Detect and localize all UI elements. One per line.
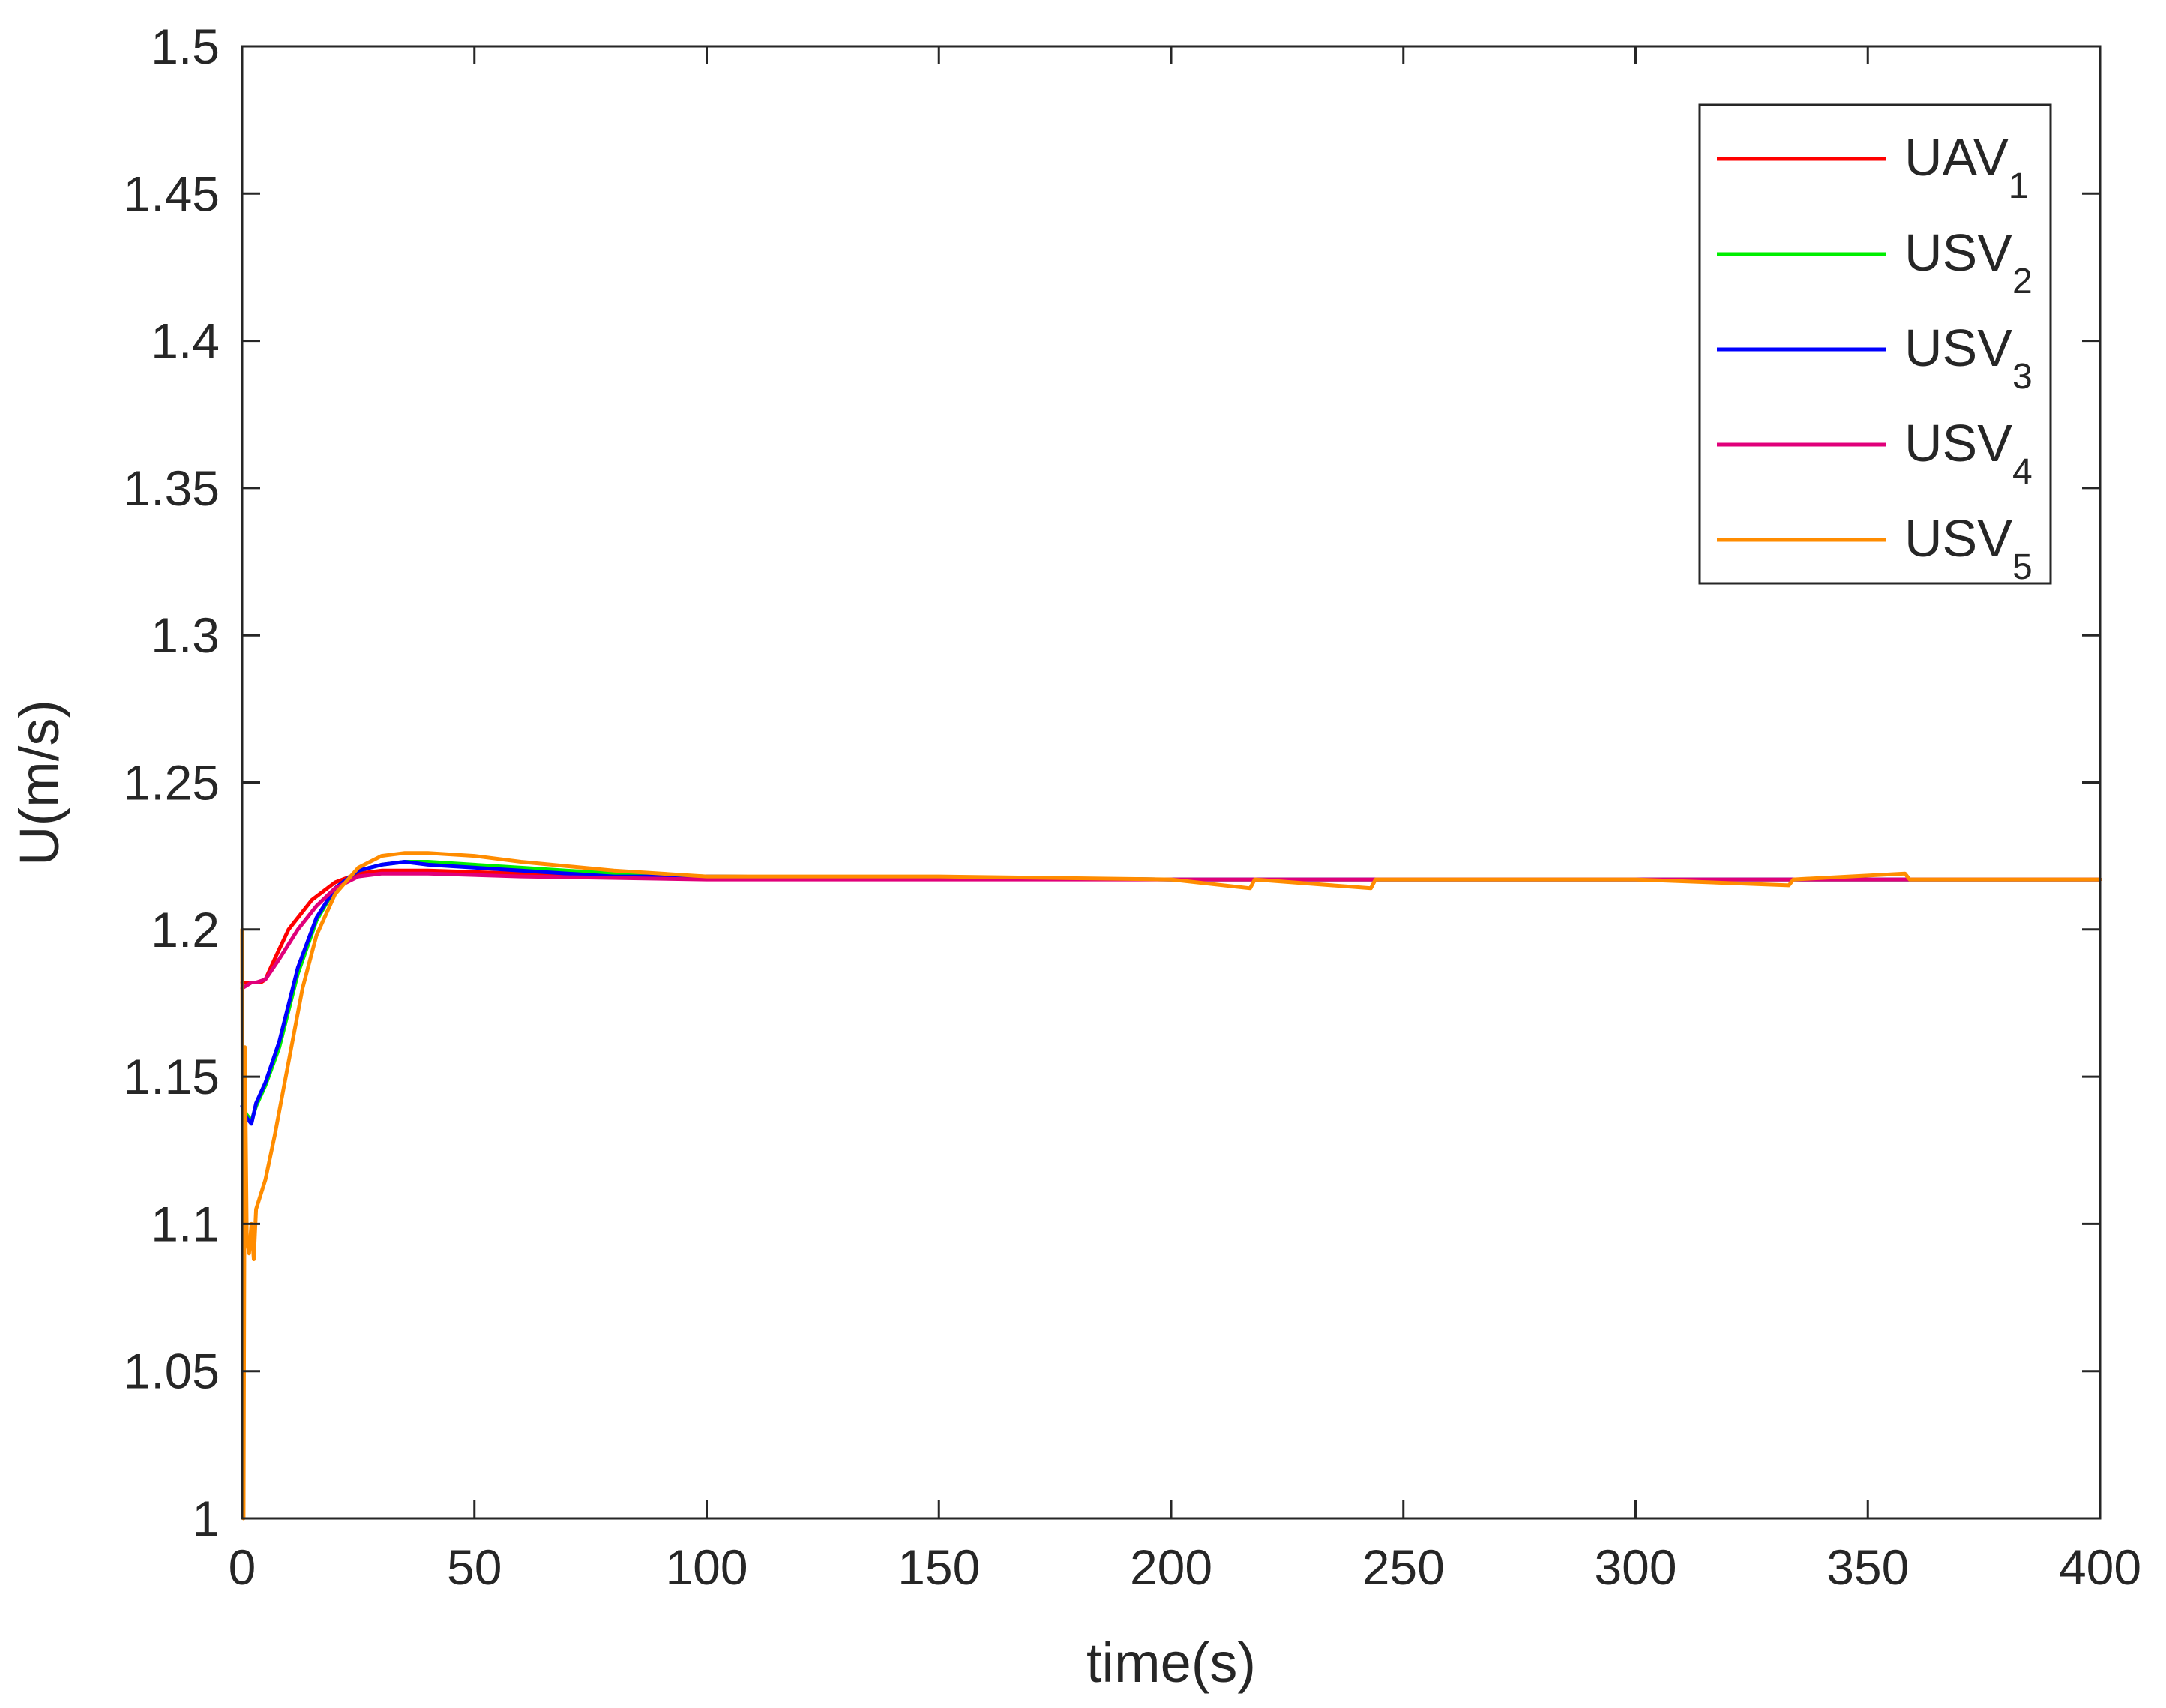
series-layer [240,851,2102,1521]
plot-frame [241,45,2102,1520]
legend-subscript-4: 4 [2012,452,2033,492]
x-axis-label: time(s) [1086,1632,1256,1694]
y-tick-label: 1.45 [124,166,220,221]
x-tick-label: 400 [2059,1539,2141,1595]
legend-box [1698,103,2052,585]
legend-subscript-5: 5 [2012,547,2033,587]
x-tick-label: 350 [1826,1539,1909,1595]
y-tick-label: 1.15 [124,1049,220,1104]
series-line-5 [240,851,2102,1521]
legend-subscript-1: 1 [2009,166,2029,206]
y-axis-label: U(m/s) [8,700,70,866]
x-tick-label: 150 [897,1539,980,1595]
series-line-4 [240,871,2102,990]
y-tick-label: 1.05 [124,1344,220,1399]
legend-subscript-3: 3 [2012,357,2033,397]
y-tick-label: 1.35 [124,460,220,516]
y-tick-label: 1.2 [151,902,220,957]
tick-layer: 0 50 100 150 200 250 300 350 400 1 1.05 1.1 1.15 1.2 1… [124,19,2142,1595]
y-tick-label: 1.25 [124,755,220,811]
x-tick-label: 0 [229,1539,256,1595]
x-tick-label: 250 [1362,1539,1445,1595]
y-tick-label: 1.3 [151,607,220,663]
y-tick-label: 1.5 [151,19,220,74]
legend-subscript-2: 2 [2012,262,2033,301]
x-tick-label: 50 [447,1539,502,1595]
x-tick-label: 300 [1594,1539,1676,1595]
x-tick-label: 200 [1130,1539,1212,1595]
y-tick-label: 1.4 [151,313,220,369]
y-tick-label: 1.1 [151,1196,220,1251]
x-tick-label: 100 [665,1539,747,1595]
y-tick-label: 1 [192,1491,220,1546]
